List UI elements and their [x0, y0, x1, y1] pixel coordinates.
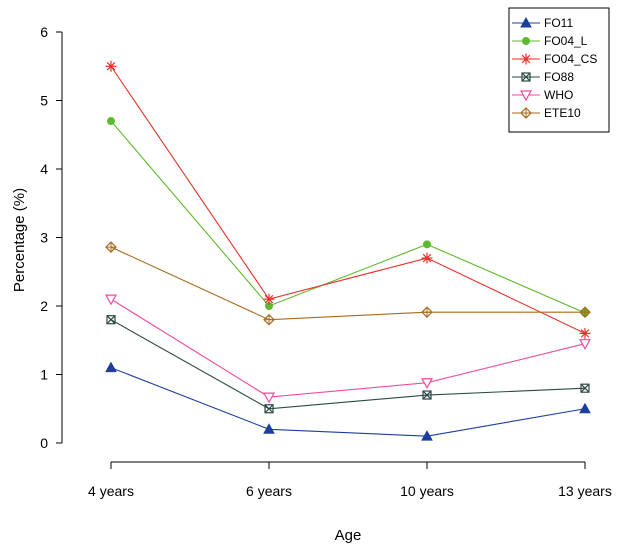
legend-entry: FO04_CS [512, 52, 597, 66]
data-point [420, 378, 434, 389]
data-point [421, 430, 433, 441]
data-point [262, 392, 276, 404]
legend-entry: FO11 [512, 16, 573, 30]
y-tick-label: 3 [40, 230, 48, 246]
x-tick-label: 13 years [558, 483, 612, 499]
data-point [105, 361, 117, 373]
legend-marker [522, 37, 530, 45]
series-line [110, 65, 586, 334]
y-tick-label: 1 [40, 367, 48, 383]
legend-label: FO04_L [544, 34, 588, 48]
data-point [105, 60, 117, 72]
y-tick-label: 4 [40, 161, 48, 177]
y-tick-label: 5 [40, 93, 48, 109]
data-point [264, 404, 274, 414]
legend-label: FO11 [544, 16, 573, 30]
x-axis-title: Age [335, 527, 362, 544]
data-point [421, 306, 433, 319]
x-axis: 4 years 6 years 10 years 13 years [88, 461, 612, 499]
data-point [106, 315, 116, 325]
y-tick-label: 2 [40, 298, 48, 314]
series-line [110, 120, 586, 314]
legend-marker [520, 53, 532, 65]
series-fo11 [105, 361, 591, 441]
series-line [110, 367, 586, 437]
data-point [579, 327, 591, 339]
legend-label: WHO [544, 88, 573, 102]
data-point [421, 252, 433, 264]
legend-label: ETE10 [544, 106, 581, 120]
legend-marker [519, 90, 533, 102]
y-axis-title: Percentage (%) [11, 188, 28, 292]
data-point [579, 306, 591, 319]
legend-entry: FO88 [512, 70, 574, 84]
data-point [105, 241, 117, 253]
series-layer [104, 60, 592, 441]
legend-entry: ETE10 [512, 106, 581, 120]
x-tick-label: 10 years [400, 483, 454, 499]
series-line [110, 298, 586, 398]
legend-label: FO88 [544, 70, 574, 84]
series-line [110, 319, 586, 410]
y-tick-label: 0 [40, 435, 48, 451]
series-ete10 [105, 241, 591, 326]
legend-marker [520, 107, 532, 119]
x-tick-label: 6 years [246, 483, 292, 499]
y-axis: 0 1 2 3 4 5 6 [40, 24, 63, 451]
data-point [107, 117, 115, 126]
series-who [104, 294, 592, 404]
series-fo04-l [107, 117, 589, 317]
data-point [578, 339, 592, 350]
data-point [263, 313, 275, 326]
legend-entry: FO04_L [512, 34, 588, 48]
data-point [423, 240, 431, 249]
series-line [110, 246, 585, 321]
data-point [579, 402, 591, 414]
legend: FO11 FO04_L FO04_CS FO88 WHO ETE10 [508, 7, 610, 133]
x-tick-label: 4 years [88, 483, 134, 499]
y-tick-label: 6 [40, 24, 48, 40]
data-point [104, 294, 118, 306]
series-fo88 [106, 315, 590, 414]
legend-label: FO04_CS [544, 52, 597, 66]
legend-entry: WHO [512, 88, 573, 102]
data-point [263, 423, 275, 434]
legend-marker [520, 16, 532, 28]
series-fo04-cs [105, 60, 591, 339]
data-point [263, 293, 275, 305]
data-point [422, 390, 432, 400]
legend-marker [521, 72, 531, 82]
data-point [580, 383, 590, 393]
